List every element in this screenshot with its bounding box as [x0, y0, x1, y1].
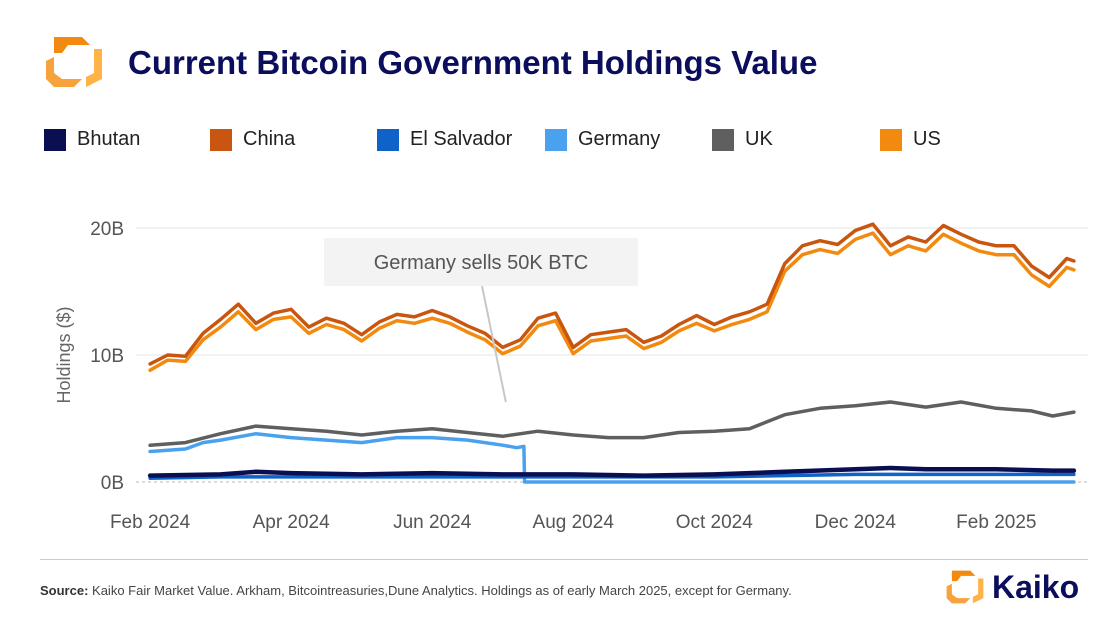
legend-swatch-uk: [712, 128, 734, 151]
legend-swatch-us: [880, 128, 902, 151]
legend-item-us[interactable]: US: [880, 128, 941, 151]
legend-item-el-salvador[interactable]: El Salvador: [377, 128, 512, 151]
y-tick-label: 0B: [101, 473, 124, 494]
legend-label: Germany: [578, 128, 661, 150]
legend-swatch-germany: [545, 128, 567, 151]
legend-label: UK: [745, 128, 773, 150]
x-tick-label: Aug 2024: [533, 512, 615, 533]
legend-label: US: [913, 128, 941, 150]
legend-swatch-china: [210, 128, 232, 151]
y-tick-label: 20B: [90, 219, 124, 240]
series-line-germany: [148, 431, 1076, 484]
footer-brand: Kaiko: [944, 567, 1079, 607]
annotation-box: [324, 238, 638, 286]
series-line-china: [148, 222, 1076, 366]
legend-item-china[interactable]: China: [210, 128, 295, 151]
series-line-us: [148, 231, 1076, 372]
series-line-uk: [148, 400, 1076, 447]
chart-title: Current Bitcoin Government Holdings Valu…: [128, 44, 818, 81]
brand-name: Kaiko: [992, 568, 1080, 605]
legend-item-bhutan[interactable]: Bhutan: [44, 128, 140, 151]
legend-swatch-bhutan: [44, 128, 66, 151]
y-axis-label: Holdings ($): [54, 306, 74, 403]
x-tick-label: Oct 2024: [676, 512, 754, 533]
annotation-leader-line: [481, 285, 507, 403]
y-tick-label: 10B: [90, 346, 124, 367]
footer-divider: [40, 559, 1088, 560]
source-note: Source: Kaiko Fair Market Value. Arkham,…: [40, 583, 792, 598]
legend: Bhutan China El Salvador Germany UK US: [44, 128, 1084, 154]
x-tick-label: Dec 2024: [815, 512, 897, 533]
legend-item-germany[interactable]: Germany: [545, 128, 660, 151]
x-tick-label: Jun 2024: [393, 512, 472, 533]
x-tick-label: Feb 2024: [110, 512, 191, 533]
series-line-bhutan: [147, 465, 1077, 478]
source-text: Kaiko Fair Market Value. Arkham, Bitcoin…: [92, 583, 792, 598]
legend-label: China: [243, 128, 296, 150]
line-chart: 0B 10B 20B Holdings ($) Feb 2024 Apr 2024 Jun …: [54, 219, 1088, 533]
legend-swatch-el-salvador: [377, 128, 399, 151]
legend-label: El Salvador: [410, 128, 513, 150]
source-label: Source:: [40, 583, 89, 598]
x-tick-label: Apr 2024: [253, 512, 331, 533]
kaiko-logo: [46, 37, 102, 87]
annotation-text: Germany sells 50K BTC: [374, 252, 589, 274]
kaiko-brand-icon: [946, 570, 984, 604]
x-tick-label: Feb 2025: [956, 512, 1036, 533]
legend-item-uk[interactable]: UK: [712, 128, 773, 151]
legend-label: Bhutan: [77, 128, 141, 150]
